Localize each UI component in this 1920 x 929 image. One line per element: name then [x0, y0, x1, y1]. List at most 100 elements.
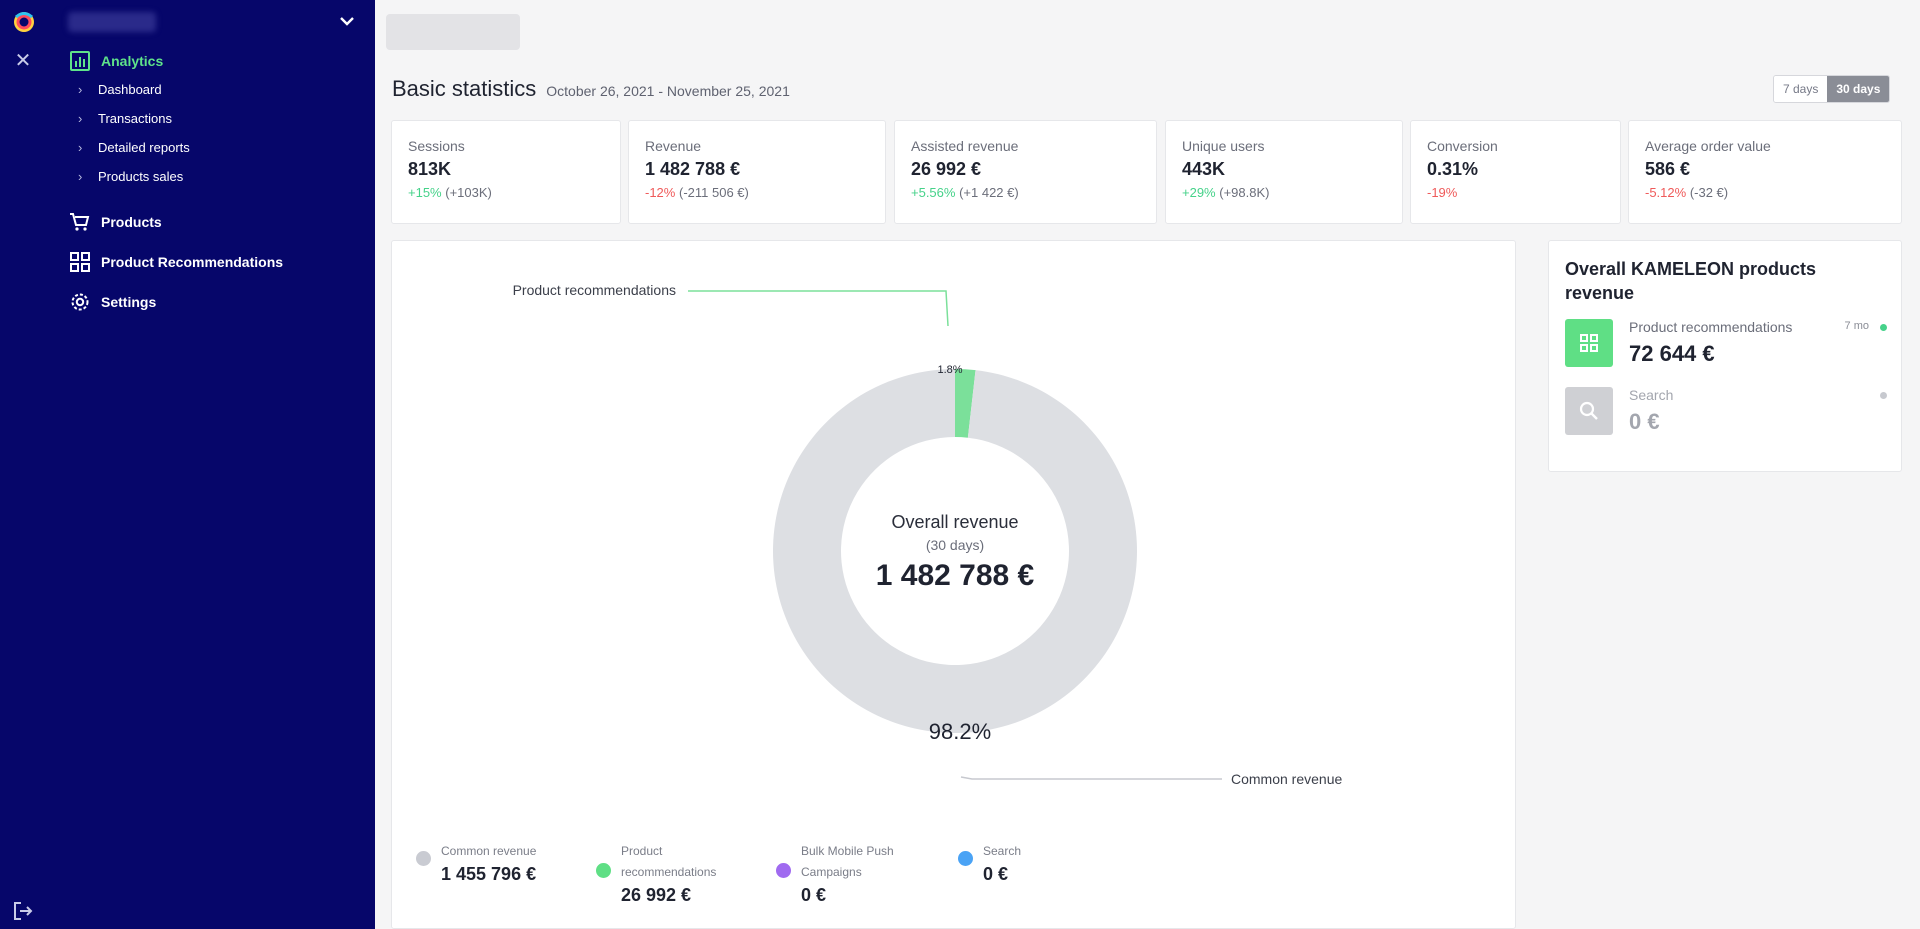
kameleon-products-panel: Overall KAMELEON products revenue Produc…: [1548, 240, 1902, 472]
stat-label: Average order value: [1645, 138, 1771, 154]
sidebar-subitem-dashboard[interactable]: › Dashboard: [78, 82, 162, 97]
legend-item-common-revenue[interactable]: Common revenue 1 455 796 €: [416, 841, 536, 885]
stat-delta: -5.12% (-32 €): [1645, 185, 1885, 200]
grid-icon: [1565, 319, 1613, 367]
callout-line-recommendations: [688, 290, 949, 327]
chevron-right-icon: ›: [78, 82, 83, 97]
sidebar-subitem-transactions[interactable]: › Transactions: [78, 111, 172, 126]
chevron-right-icon: ›: [78, 169, 83, 184]
app-name-blurred: [68, 12, 156, 32]
stat-change-abs: (-32 €): [1689, 185, 1729, 200]
chevron-right-icon: ›: [78, 111, 83, 126]
stat-value: 586 €: [1645, 159, 1691, 179]
legend-name: Common revenue: [441, 844, 537, 858]
search-icon: [1565, 387, 1613, 435]
stat-delta: -19%: [1427, 185, 1604, 200]
sidebar-item-products[interactable]: Products: [69, 211, 162, 233]
donut-slice-product-recommendations[interactable]: [955, 369, 976, 438]
sidebar-subitem-label: Dashboard: [98, 82, 162, 97]
stat-change-abs: (-211 506 €): [678, 185, 749, 200]
legend-dot: [416, 851, 431, 866]
stat-card-conversion: Conversion 0.31% -19%: [1410, 120, 1621, 224]
stat-card-unique-users: Unique users 443K +29% (+98.8K): [1165, 120, 1403, 224]
sidebar-item-settings[interactable]: Settings: [69, 291, 156, 313]
legend-item-product-recommendations[interactable]: Product recommendations 26 992 €: [596, 841, 731, 906]
gear-icon: [69, 291, 91, 313]
status-dot-active: [1880, 324, 1887, 331]
donut-slice-common-revenue[interactable]: [773, 369, 1137, 733]
product-meta: 7 mo: [1844, 320, 1869, 332]
callout-line-common: [960, 776, 1222, 780]
stat-delta: +15% (+103K): [408, 185, 604, 200]
period-30-days-button[interactable]: 30 days: [1827, 76, 1890, 102]
slice-label-recommendations: 1.8%: [937, 364, 962, 376]
donut-center-subtitle: (30 days): [926, 537, 984, 553]
stat-value: 813K: [408, 159, 452, 179]
legend-name: Product recommendations: [621, 844, 717, 879]
legend-dot: [776, 863, 791, 878]
stat-change: +5.56%: [911, 185, 956, 200]
status-dot-inactive: [1880, 392, 1887, 399]
chevron-right-icon: ›: [78, 140, 83, 155]
legend-value: 26 992 €: [621, 885, 692, 905]
bar-chart-icon: [69, 50, 91, 72]
callout-label-recommendations: Product recommendations: [513, 282, 676, 298]
period-7-days-button[interactable]: 7 days: [1774, 76, 1828, 102]
cart-icon: [69, 211, 91, 233]
sidebar-item-label: Products: [101, 214, 162, 230]
date-range: October 26, 2021 - November 25, 2021: [546, 83, 790, 99]
sidebar-item-analytics[interactable]: Analytics: [69, 50, 163, 72]
sidebar-subitem-label: Detailed reports: [98, 140, 190, 155]
stat-change: +29%: [1182, 185, 1216, 200]
chevron-down-icon[interactable]: [336, 12, 358, 32]
legend-name: Bulk Mobile Push Campaigns: [801, 844, 894, 879]
legend-name: Search: [983, 844, 1022, 858]
sidebar-item-label: Analytics: [101, 53, 164, 69]
app-logo-icon[interactable]: [12, 10, 36, 34]
close-icon[interactable]: ✕: [14, 50, 32, 72]
stat-label: Unique users: [1182, 138, 1265, 154]
sidebar-subitem-label: Transactions: [98, 111, 172, 126]
stat-value: 26 992 €: [911, 159, 982, 179]
legend-dot: [596, 863, 611, 878]
stat-delta: -12% (-211 506 €): [645, 185, 869, 200]
stat-change: -5.12%: [1645, 185, 1687, 200]
stat-value: 443K: [1182, 159, 1226, 179]
stat-card-sessions: Sessions 813K +15% (+103K): [391, 120, 621, 224]
revenue-chart-panel: Product recommendations Common revenue 1…: [391, 240, 1516, 929]
stat-label: Conversion: [1427, 138, 1498, 154]
slice-label-common: 98.2%: [929, 719, 991, 744]
legend-dot: [958, 851, 973, 866]
sidebar-subitem-detailed-reports[interactable]: › Detailed reports: [78, 140, 190, 155]
callout-label-common: Common revenue: [1231, 771, 1342, 787]
donut-center-value: 1 482 788 €: [876, 559, 1035, 592]
stat-value: 1 482 788 €: [645, 159, 741, 179]
legend-item-search[interactable]: Search 0 €: [958, 841, 1021, 885]
period-toggle: 7 days 30 days: [1773, 75, 1891, 103]
page-header: Basic statistics October 26, 2021 - Nove…: [392, 76, 790, 102]
panel-title: Overall KAMELEON products revenue: [1565, 259, 1817, 303]
product-name: Product recommendations: [1629, 319, 1793, 335]
product-row-recommendations[interactable]: Product recommendations 72 644 € 7 mo: [1565, 319, 1887, 369]
legend-item-bulk-mobile-push[interactable]: Bulk Mobile Push Campaigns 0 €: [776, 841, 911, 906]
sidebar-item-product-recommendations[interactable]: Product Recommendations: [69, 251, 283, 273]
stat-card-revenue: Revenue 1 482 788 € -12% (-211 506 €): [628, 120, 886, 224]
page-title-blurred: [386, 14, 520, 50]
stat-change-abs: (+98.8K): [1219, 185, 1270, 200]
legend-value: 1 455 796 €: [441, 864, 537, 884]
product-row-search[interactable]: Search 0 €: [1565, 387, 1887, 437]
stat-card-average-order-value: Average order value 586 € -5.12% (-32 €): [1628, 120, 1902, 224]
sidebar: ✕ Analytics › Dashboard › Transactions ›…: [0, 0, 375, 929]
product-name: Search: [1629, 387, 1674, 403]
stat-delta: +5.56% (+1 422 €): [911, 185, 1140, 200]
revenue-donut-chart: Product recommendations Common revenue 1…: [513, 282, 1343, 787]
stat-value: 0.31%: [1427, 159, 1479, 179]
logout-icon[interactable]: [12, 900, 34, 922]
stat-change: -12%: [645, 185, 676, 200]
donut-center-title: Overall revenue: [891, 512, 1018, 532]
stat-card-assisted-revenue: Assisted revenue 26 992 € +5.56% (+1 422…: [894, 120, 1157, 224]
sidebar-subitem-products-sales[interactable]: › Products sales: [78, 169, 183, 184]
stat-label: Assisted revenue: [911, 138, 1019, 154]
stat-change: -19%: [1427, 185, 1458, 200]
product-value: 72 644 €: [1629, 341, 1715, 366]
